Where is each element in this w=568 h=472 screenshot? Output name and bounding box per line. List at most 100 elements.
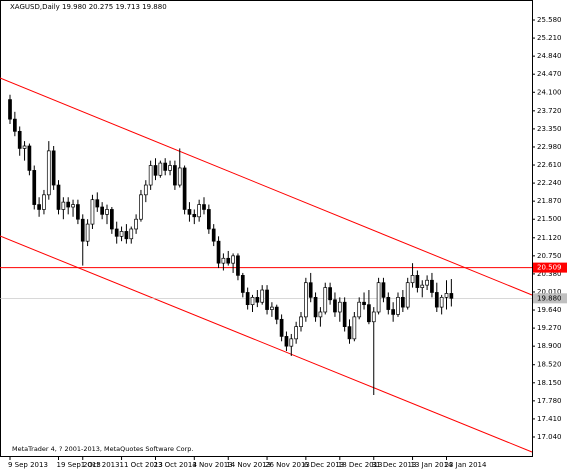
y-tick-label: 20.750 xyxy=(537,252,562,260)
candle-body xyxy=(430,279,434,293)
y-tick-label: 22.980 xyxy=(537,143,562,151)
candle-body xyxy=(425,279,429,286)
y-tick-label: 19.640 xyxy=(537,306,562,314)
candle-body xyxy=(362,301,366,306)
candle-body xyxy=(420,284,425,288)
candle-body xyxy=(163,162,168,171)
candle-body xyxy=(42,194,46,210)
candle-body xyxy=(80,218,85,242)
candle-body xyxy=(328,287,332,301)
candle-body xyxy=(221,257,226,264)
y-tick-label: 23.720 xyxy=(537,107,562,115)
candle-body xyxy=(95,199,100,208)
x-tick-label: 6 Dec 2013 xyxy=(304,461,344,469)
y-tick-label: 18.150 xyxy=(537,379,562,387)
candle-body xyxy=(8,99,12,120)
candle-body xyxy=(449,293,454,299)
candle-body xyxy=(347,326,352,340)
y-tick-label: 17.780 xyxy=(537,397,562,405)
candle-body xyxy=(37,204,41,210)
candle-body xyxy=(187,209,192,215)
candle-body xyxy=(13,118,17,132)
trend-line xyxy=(0,77,533,296)
candle-body xyxy=(192,213,197,218)
candle-body xyxy=(168,165,172,171)
price-label: 20.509 xyxy=(537,264,562,272)
candle-body xyxy=(352,316,357,340)
candle-body xyxy=(371,311,376,323)
price-label: 19.880 xyxy=(537,294,562,302)
candle-body xyxy=(289,338,294,347)
candle-body xyxy=(279,318,284,337)
candle-body xyxy=(260,289,265,303)
candle-body xyxy=(90,199,95,225)
candle-body xyxy=(313,296,318,318)
candle-body xyxy=(318,311,323,318)
y-tick-label: 20.380 xyxy=(537,270,562,278)
candle-body xyxy=(265,289,269,310)
candle-body xyxy=(51,150,56,186)
x-tick-label: 4 Nov 2013 xyxy=(192,461,232,469)
x-tick-label: 14 Nov 2013 xyxy=(226,461,271,469)
candle-body xyxy=(46,150,51,196)
candle-body xyxy=(396,296,400,315)
y-tick-label: 18.900 xyxy=(537,342,562,350)
candle-body xyxy=(27,145,32,171)
candle-body xyxy=(153,165,158,176)
candle-body xyxy=(255,296,260,303)
candle-body xyxy=(410,275,415,284)
candle-body xyxy=(245,292,250,306)
candle-body xyxy=(240,275,245,293)
candle-body xyxy=(405,282,410,308)
candle-body xyxy=(207,209,211,230)
x-tick-label: 9 Sep 2013 xyxy=(8,461,48,469)
candle-body xyxy=(56,184,61,210)
candle-body xyxy=(32,170,37,205)
y-tick-label: 24.840 xyxy=(537,52,562,60)
candle-body xyxy=(173,165,177,186)
candle-body xyxy=(148,165,153,186)
candle-body xyxy=(304,282,308,318)
candle-body xyxy=(139,194,143,220)
candle-body xyxy=(197,204,201,218)
candle-body xyxy=(415,275,420,288)
x-tick-label: 31 Dec 2013 xyxy=(372,461,417,469)
x-tick-label: 18 Dec 2013 xyxy=(338,461,383,469)
candle-body xyxy=(76,204,80,220)
candle-body xyxy=(386,296,391,310)
candle-body xyxy=(71,204,75,208)
candle-body xyxy=(211,228,216,242)
candle-body xyxy=(391,309,395,315)
candle-body xyxy=(367,304,371,323)
candle-body xyxy=(158,162,163,176)
candle-body xyxy=(105,209,109,215)
x-tick-label: 13 Jan 2014 xyxy=(411,461,454,469)
candle-body xyxy=(22,145,27,149)
candle-body xyxy=(323,287,328,313)
candle-body xyxy=(114,228,119,237)
y-tick-label: 21.500 xyxy=(537,215,562,223)
y-tick-label: 22.240 xyxy=(537,179,562,187)
y-tick-label: 25.210 xyxy=(537,34,562,42)
candle-body xyxy=(143,184,148,196)
x-tick-label: 19 Sep 2013 xyxy=(57,461,101,469)
plot-frame xyxy=(0,0,533,457)
candle-body xyxy=(401,296,405,308)
candle-body xyxy=(342,301,347,327)
y-tick-label: 21.120 xyxy=(537,234,562,242)
footer: MetaTrader 4, ? 2001-2013, MetaQuotes So… xyxy=(12,445,193,453)
y-tick-label: 24.100 xyxy=(537,88,562,96)
y-tick-label: 20.010 xyxy=(537,288,562,296)
y-tick-label: 25.580 xyxy=(537,16,562,24)
candle-body xyxy=(129,228,134,240)
chart-title: XAGUSD,Daily 19.980 20.275 19.713 19.880 xyxy=(10,3,167,11)
candle-body xyxy=(100,206,105,215)
candle-body xyxy=(202,204,206,210)
candle-body xyxy=(124,231,129,240)
x-tick-label: 1 Oct 2013 xyxy=(81,461,120,469)
candle-body xyxy=(226,257,231,264)
candle-body xyxy=(66,201,71,208)
candle-body xyxy=(444,293,449,298)
candle-body xyxy=(85,223,90,242)
candle-body xyxy=(231,255,235,264)
